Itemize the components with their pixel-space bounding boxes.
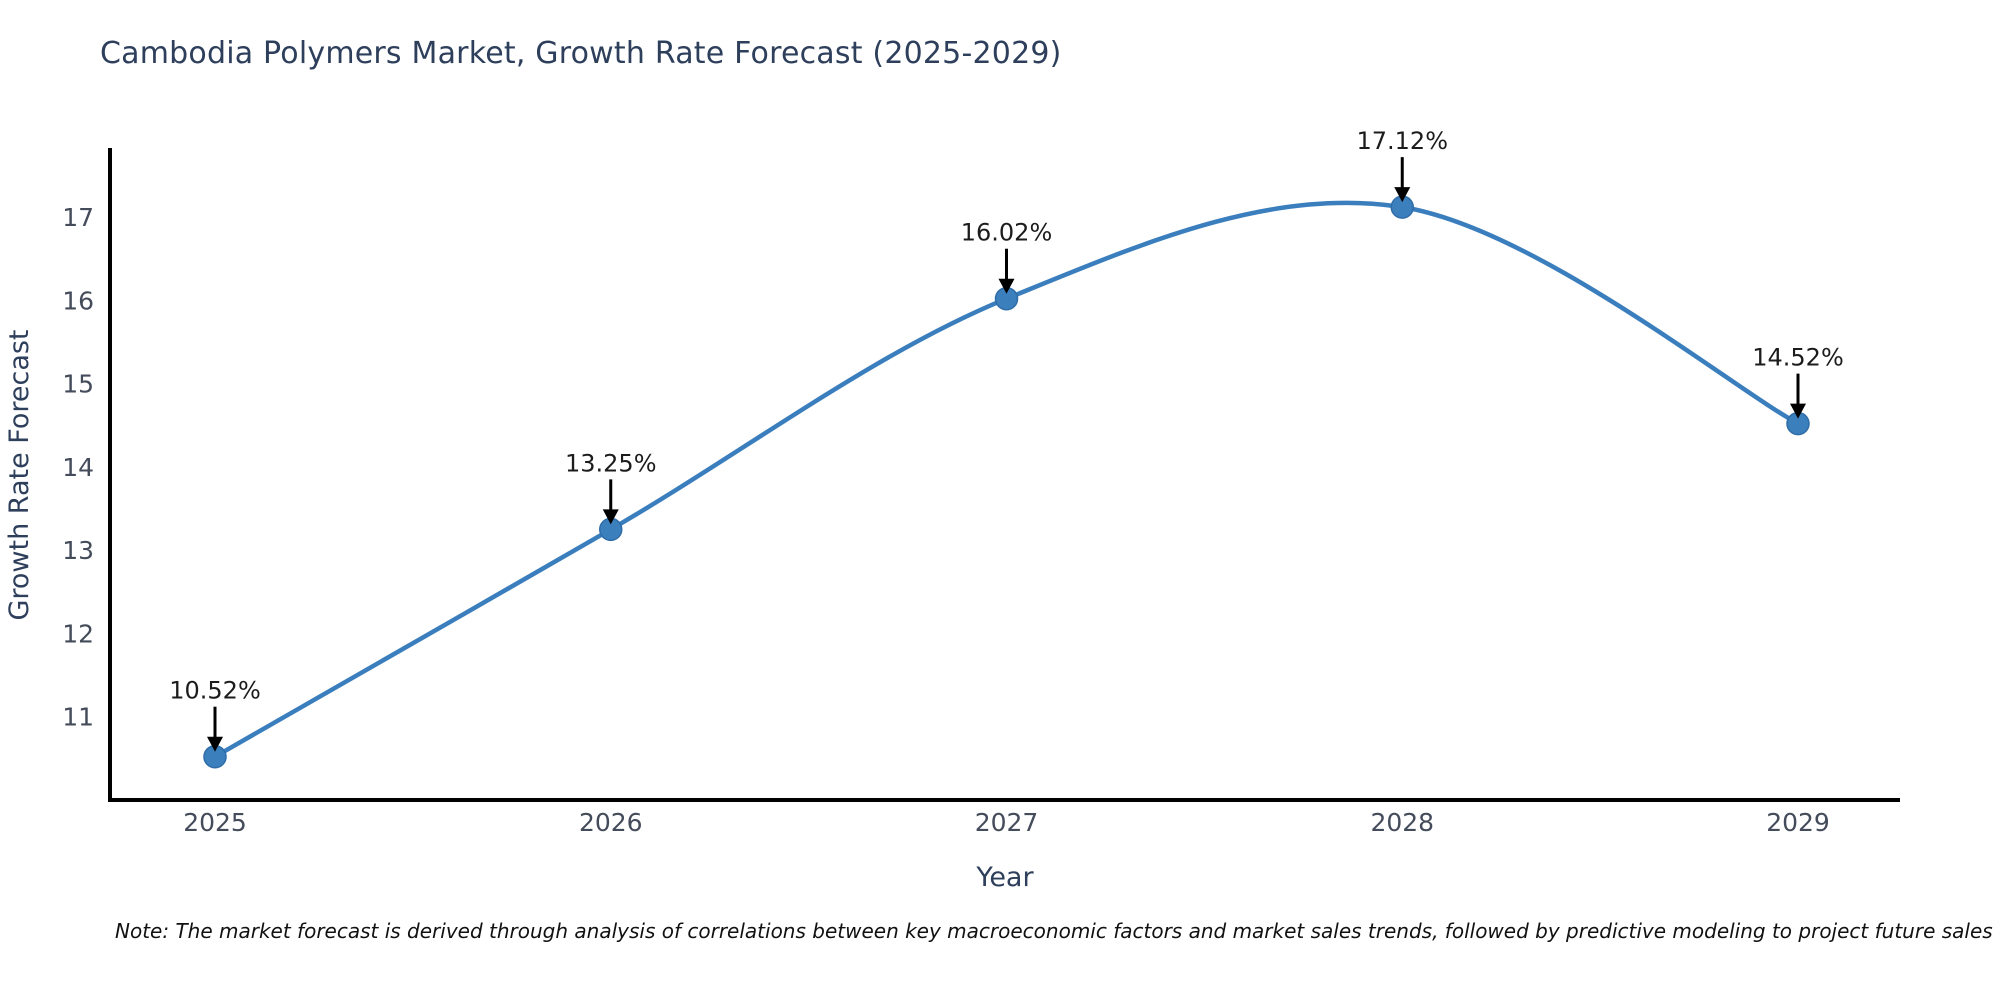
data-point-label: 14.52% bbox=[1752, 344, 1844, 372]
x-tick-label: 2029 bbox=[1766, 808, 1830, 837]
y-tick-label: 13 bbox=[62, 536, 94, 565]
y-axis-title: Growth Rate Forecast bbox=[4, 329, 35, 620]
data-point-label: 17.12% bbox=[1356, 127, 1448, 155]
x-tick-label: 2026 bbox=[579, 808, 643, 837]
x-tick-label: 2028 bbox=[1370, 808, 1434, 837]
y-tick-label: 14 bbox=[62, 453, 94, 482]
y-tick-label: 15 bbox=[62, 370, 94, 399]
annotation-arrowhead-icon bbox=[1790, 403, 1806, 419]
x-tick-label: 2025 bbox=[183, 808, 247, 837]
annotation-arrowhead-icon bbox=[207, 736, 223, 752]
annotation-arrowhead-icon bbox=[998, 278, 1015, 294]
y-tick-label: 12 bbox=[62, 619, 94, 648]
data-point-label: 16.02% bbox=[961, 219, 1053, 247]
y-tick-label: 17 bbox=[62, 203, 94, 232]
annotation-arrowhead-icon bbox=[602, 509, 619, 525]
chart-title: Cambodia Polymers Market, Growth Rate Fo… bbox=[100, 36, 1062, 71]
x-tick-label: 2027 bbox=[975, 808, 1039, 837]
footnote: Note: The market forecast is derived thr… bbox=[115, 919, 1993, 943]
y-tick-label: 11 bbox=[62, 703, 94, 732]
data-point-label: 10.52% bbox=[169, 677, 261, 705]
x-axis-title: Year bbox=[975, 862, 1034, 893]
annotation-arrowhead-icon bbox=[1394, 187, 1411, 203]
data-point-label: 13.25% bbox=[565, 449, 657, 477]
y-tick-label: 16 bbox=[62, 286, 94, 315]
